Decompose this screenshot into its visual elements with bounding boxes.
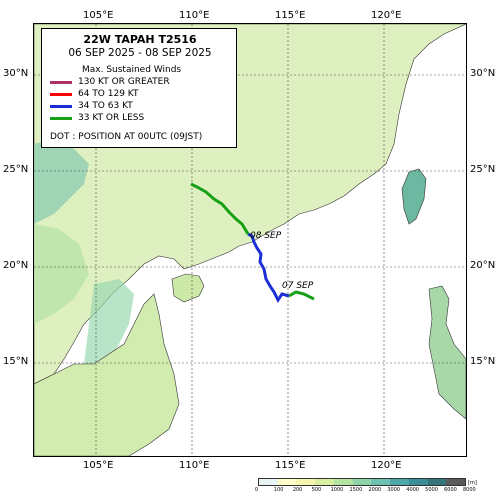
colorbar-tick-label: 5000	[425, 487, 438, 493]
legend-box: 22W TAPAH T2516 06 SEP 2025 - 08 SEP 202…	[41, 28, 237, 148]
luzon-island	[428, 285, 466, 420]
tick-right-20: 20°N	[470, 260, 496, 271]
colorbar-swatch	[259, 479, 278, 485]
legend-label-33kt: 33 KT OR LESS	[78, 113, 145, 123]
indochina-landmass	[34, 293, 180, 456]
colorbar-tick-label: 0	[255, 487, 259, 493]
colorbar-swatch	[315, 479, 334, 485]
hainan-island	[171, 273, 205, 303]
tick-right-25: 25°N	[470, 164, 496, 175]
tick-top-105: 105°E	[83, 10, 114, 21]
legend-item-130kt: 130 KT OR GREATER	[50, 76, 170, 88]
legend-swatch-130kt	[50, 80, 72, 84]
tick-left-20: 20°N	[3, 260, 29, 271]
legend-label-64kt: 64 TO 129 KT	[78, 89, 139, 99]
colorbar-tick-label: 100	[273, 487, 284, 493]
track-label-sep08: 08 SEP	[250, 231, 282, 241]
tick-top-110: 110°E	[179, 10, 210, 21]
tick-left-15: 15°N	[3, 356, 29, 367]
colorbar-tick-label: 1000	[330, 487, 344, 493]
colorbar-tick-label: 8000	[463, 487, 476, 493]
legend-label-130kt: 130 KT OR GREATER	[78, 77, 170, 87]
colorbar-swatch	[446, 479, 466, 485]
colorbar-tick-label: 3000	[387, 487, 401, 493]
highland-west	[34, 139, 89, 224]
colorbar-swatch	[427, 479, 447, 485]
tick-right-15: 15°N	[470, 356, 496, 367]
tick-bottom-120: 120°E	[371, 460, 402, 471]
colorbar-tick-label: 6000	[444, 487, 457, 493]
track-label-sep07: 07 SEP	[282, 281, 314, 291]
legend-swatch-33kt	[50, 116, 72, 120]
tick-left-25: 25°N	[3, 164, 29, 175]
colorbar-swatch	[333, 479, 353, 485]
colorbar-tick-label: 1500	[349, 487, 363, 493]
legend-item-33kt: 33 KT OR LESS	[50, 112, 144, 124]
colorbar-unit: [m]	[468, 480, 477, 486]
highland-vietnam	[84, 279, 134, 374]
colorbar-tick-label: 200	[292, 487, 303, 493]
colorbar-swatch	[408, 479, 428, 485]
tick-bottom-105: 105°E	[83, 460, 114, 471]
legend-item-34kt: 34 TO 63 KT	[50, 100, 133, 112]
colorbar-swatch	[296, 479, 316, 485]
colorbar-tick-label: 2000	[368, 487, 382, 493]
storm-title: 22W TAPAH T2516	[83, 33, 197, 46]
tick-bottom-115: 115°E	[275, 460, 306, 471]
tick-top-120: 120°E	[371, 10, 402, 21]
tick-left-30: 30°N	[3, 68, 29, 79]
legend-label-34kt: 34 TO 63 KT	[78, 101, 133, 111]
legend-subtitle: Max. Sustained Winds	[82, 65, 182, 75]
tick-right-30: 30°N	[470, 68, 496, 79]
storm-dates: 06 SEP 2025 - 08 SEP 2025	[68, 47, 212, 59]
track-segment-weak-east	[288, 290, 315, 301]
colorbar-tick-label: 500	[311, 487, 322, 493]
legend-swatch-64kt	[50, 92, 72, 96]
elevation-colorbar	[258, 478, 466, 486]
highland-southwest	[34, 224, 89, 324]
colorbar-tick-label: 4000	[406, 487, 419, 493]
legend-item-64kt: 64 TO 129 KT	[50, 88, 139, 100]
track-segment-weak-west	[190, 182, 250, 235]
colorbar-swatch	[352, 479, 372, 485]
legend-dot-note: DOT : POSITION AT 00UTC (09JST)	[50, 132, 203, 142]
legend-swatch-34kt	[50, 104, 72, 108]
taiwan-island	[401, 168, 427, 225]
tick-top-115: 115°E	[275, 10, 306, 21]
tick-bottom-110: 110°E	[179, 460, 210, 471]
colorbar-swatch	[277, 479, 297, 485]
track-segment-tropical-storm	[247, 232, 290, 303]
colorbar-swatch	[390, 479, 409, 485]
colorbar-swatch	[371, 479, 391, 485]
